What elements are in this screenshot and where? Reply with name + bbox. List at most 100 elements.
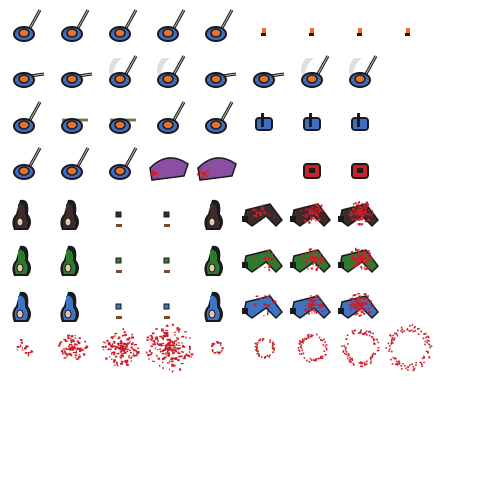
sword-up-sprite bbox=[205, 101, 234, 134]
green-enemy-row-frame-9 bbox=[384, 232, 432, 278]
green-enemy-row-frame-10 bbox=[432, 232, 480, 278]
player-sword-swing-row-frame-1 bbox=[0, 2, 48, 48]
dark-enemy-row-frame-7 bbox=[288, 186, 336, 232]
dark-enemy-row-frame-1 bbox=[0, 186, 48, 232]
slash-trail-sprite bbox=[156, 55, 186, 88]
sword-up-sprite bbox=[61, 9, 90, 42]
player-sword-thrust-row-frame-8 bbox=[336, 94, 384, 140]
blood-burst-sprite bbox=[16, 339, 34, 357]
player-sword-swing-row-frame-10 bbox=[432, 2, 480, 48]
enemy-small-sprite bbox=[163, 257, 170, 273]
player-sword-slash-row-frame-7 bbox=[288, 48, 336, 94]
enemy-small-sprite bbox=[163, 303, 170, 319]
blood-ring-sprite bbox=[254, 338, 276, 359]
player-death-row-frame-4 bbox=[144, 140, 192, 186]
player-death-row-frame-1 bbox=[0, 140, 48, 186]
sword-up-sprite bbox=[109, 9, 138, 42]
enemy-corpse-bloody-sprite bbox=[290, 203, 331, 228]
sword-right-sprite bbox=[13, 72, 45, 88]
player-sword-slash-row-frame-4 bbox=[144, 48, 192, 94]
player-death-row-frame-5 bbox=[192, 140, 240, 186]
player-sword-thrust-row-frame-7 bbox=[288, 94, 336, 140]
enemy-standing-sprite bbox=[60, 291, 79, 322]
slash-trail-sprite bbox=[348, 55, 378, 88]
red-chest-sprite bbox=[303, 163, 321, 179]
enemy-standing-sprite bbox=[12, 245, 31, 276]
dark-enemy-row-frame-10 bbox=[432, 186, 480, 232]
player-sword-swing-row-frame-6 bbox=[240, 2, 288, 48]
player-sword-slash-row-frame-2 bbox=[48, 48, 96, 94]
player-death-row-frame-2 bbox=[48, 140, 96, 186]
player-sword-thrust-row-frame-9 bbox=[384, 94, 432, 140]
blood-splatter-row-frame-3 bbox=[96, 324, 144, 370]
sword-up-sprite bbox=[13, 101, 42, 134]
player-sword-thrust-row-frame-1 bbox=[0, 94, 48, 140]
blood-drop-sprite bbox=[405, 28, 410, 36]
blood-splatter-row-frame-4 bbox=[144, 323, 194, 373]
player-sword-slash-row-frame-6 bbox=[240, 48, 288, 94]
green-enemy-row-frame-8 bbox=[336, 232, 384, 278]
enemy-standing-sprite bbox=[204, 245, 223, 276]
sword-up-sprite bbox=[205, 9, 234, 42]
player-death-row-frame-8 bbox=[336, 140, 384, 186]
blood-burst-sprite bbox=[101, 328, 140, 367]
blue-enemy-row-frame-8 bbox=[336, 278, 384, 324]
sword-up-sprite bbox=[157, 9, 186, 42]
dark-enemy-row-frame-4 bbox=[144, 186, 192, 232]
player-sword-swing-row-frame-9 bbox=[384, 2, 432, 48]
sword-right-sprite bbox=[253, 72, 285, 88]
enemy-standing-sprite bbox=[12, 291, 31, 322]
sword-right-sprite bbox=[61, 72, 93, 88]
blood-splatter-row-frame-8 bbox=[336, 324, 384, 370]
blue-enemy-row-frame-3 bbox=[96, 278, 144, 324]
blood-splatter-row-frame-10 bbox=[432, 324, 480, 370]
player-death-row-frame-3 bbox=[96, 140, 144, 186]
blood-drop-sprite bbox=[261, 28, 266, 36]
player-sword-slash-row-frame-8 bbox=[336, 48, 384, 94]
enemy-corpse-bloody-sprite bbox=[242, 294, 283, 320]
enemy-corpse-bloody-sprite bbox=[338, 200, 379, 228]
player-sword-thrust-row-frame-4 bbox=[144, 94, 192, 140]
small-body-sprite bbox=[255, 113, 273, 131]
green-enemy-row-frame-1 bbox=[0, 232, 48, 278]
sword-up-sprite bbox=[13, 147, 42, 180]
sword-up-sprite bbox=[157, 101, 186, 134]
player-sword-slash-row-frame-9 bbox=[384, 48, 432, 94]
player-sword-slash-row-frame-5 bbox=[192, 48, 240, 94]
player-sword-swing-row-frame-3 bbox=[96, 2, 144, 48]
player-death-row-frame-6 bbox=[240, 140, 288, 186]
player-sword-thrust-row-frame-2 bbox=[48, 94, 96, 140]
dark-enemy-row-frame-2 bbox=[48, 186, 96, 232]
blue-enemy-row-frame-5 bbox=[192, 278, 240, 324]
blood-drop-sprite bbox=[309, 28, 314, 36]
player-sword-slash-row-frame-10 bbox=[432, 48, 480, 94]
blue-enemy-row-frame-7 bbox=[288, 278, 336, 324]
slash-trail-sprite bbox=[108, 55, 138, 88]
enemy-corpse-bloody-sprite bbox=[338, 292, 379, 320]
blood-burst-sprite bbox=[145, 323, 194, 373]
blood-splatter-row-frame-5 bbox=[192, 324, 240, 370]
sword-up-sprite bbox=[109, 147, 138, 180]
player-death-row-frame-10 bbox=[432, 140, 480, 186]
blood-splatter-row-frame-7 bbox=[288, 324, 336, 370]
player-sword-swing-row-frame-8 bbox=[336, 2, 384, 48]
blood-splatter-row-frame-6 bbox=[240, 324, 288, 370]
green-enemy-row-frame-4 bbox=[144, 232, 192, 278]
enemy-corpse-bloody-sprite bbox=[290, 248, 331, 274]
dark-enemy-row-frame-8 bbox=[336, 186, 384, 232]
enemy-small-sprite bbox=[115, 257, 122, 273]
purple-corpse-sprite bbox=[149, 157, 189, 181]
enemy-standing-sprite bbox=[204, 199, 223, 230]
sword-right-sprite bbox=[205, 72, 237, 88]
player-sword-swing-row-frame-5 bbox=[192, 2, 240, 48]
blood-ring-sprite bbox=[341, 329, 380, 368]
green-enemy-row-frame-5 bbox=[192, 232, 240, 278]
enemy-standing-sprite bbox=[12, 199, 31, 230]
player-sword-thrust-row-frame-3 bbox=[96, 94, 144, 140]
sword-up-sprite bbox=[61, 147, 90, 180]
dark-enemy-row-frame-5 bbox=[192, 186, 240, 232]
player-death-row-frame-7 bbox=[288, 140, 336, 186]
enemy-small-sprite bbox=[163, 211, 170, 227]
enemy-small-sprite bbox=[115, 303, 122, 319]
